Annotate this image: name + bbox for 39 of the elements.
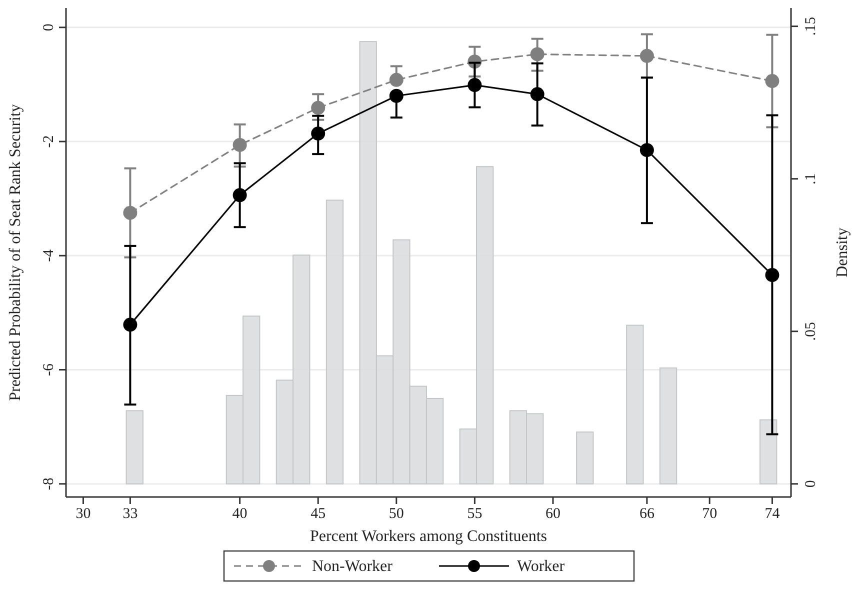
point <box>311 126 326 141</box>
legend-label: Non-Worker <box>312 558 394 575</box>
y-tick-label: -2 <box>41 135 57 148</box>
y-axis-title: Predicted Probability of of Seat Rank Security <box>7 104 24 401</box>
y2-tick-label: 0 <box>803 480 819 488</box>
x-tick-label: 60 <box>545 506 560 522</box>
x-tick-label: 50 <box>388 506 404 522</box>
point <box>765 74 780 88</box>
point <box>389 88 404 103</box>
y-tick-label: -6 <box>41 363 57 376</box>
y-tick-label: 0 <box>41 24 57 32</box>
x-tick-label: 66 <box>639 506 655 522</box>
point <box>468 78 482 92</box>
y2-tick-label: .05 <box>803 322 819 341</box>
point <box>389 72 404 87</box>
point <box>530 47 544 62</box>
point <box>530 87 544 102</box>
point <box>232 138 247 152</box>
legend-label: Worker <box>517 558 566 575</box>
x-tick-label: 30 <box>76 506 91 522</box>
x-tick-label: 70 <box>702 506 718 522</box>
y-tick-label: -8 <box>41 478 57 490</box>
point <box>232 188 247 202</box>
point <box>640 143 654 158</box>
y2-axis-title: Density <box>834 228 851 278</box>
point <box>123 206 138 220</box>
y2-tick-label: .15 <box>803 16 819 36</box>
point <box>640 48 654 63</box>
x-tick-label: 40 <box>232 506 248 522</box>
y-tick-label: -4 <box>41 248 57 262</box>
y2-tick-label: .1 <box>803 173 819 184</box>
x-tick-label: 33 <box>122 506 138 522</box>
point <box>311 100 326 115</box>
point <box>123 318 138 332</box>
x-tick-label: 45 <box>310 506 326 522</box>
x-axis-title: Percent Workers among Constituents <box>310 528 548 545</box>
x-tick-label: 55 <box>467 506 482 522</box>
point <box>765 268 780 282</box>
x-tick-label: 74 <box>764 506 780 522</box>
